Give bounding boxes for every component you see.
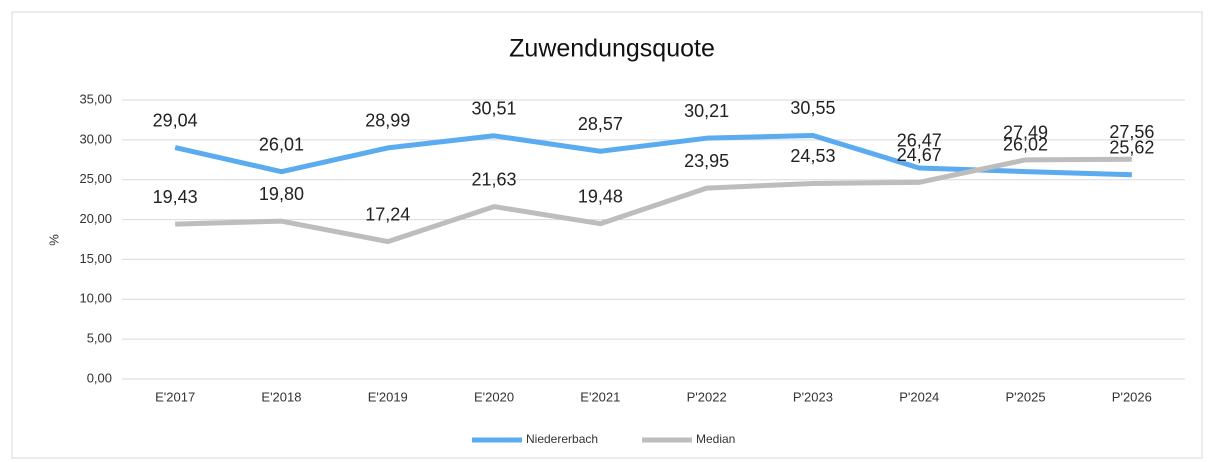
- x-tick-label: P'2024: [899, 389, 939, 404]
- data-label: 26,02: [1003, 134, 1048, 154]
- y-tick-label: 10,00: [79, 291, 112, 306]
- legend-label: Niedererbach: [526, 432, 598, 446]
- data-label: 27,49: [1003, 123, 1048, 143]
- data-label: 21,63: [472, 169, 517, 189]
- data-label: 25,62: [1109, 138, 1154, 158]
- data-label: 29,04: [153, 110, 198, 130]
- y-tick-label: 35,00: [79, 91, 112, 106]
- data-label: 17,24: [365, 204, 410, 224]
- y-tick-label: 15,00: [79, 251, 112, 266]
- data-label: 24,53: [790, 146, 835, 166]
- data-label: 19,43: [153, 187, 198, 207]
- x-tick-label: E'2020: [474, 389, 514, 404]
- y-tick-label: 0,00: [87, 370, 112, 385]
- data-label: 30,51: [472, 99, 517, 119]
- data-label: 19,80: [259, 184, 304, 204]
- data-label: 28,57: [578, 114, 623, 134]
- legend-label: Median: [696, 432, 735, 446]
- x-tick-label: E'2019: [368, 389, 408, 404]
- x-tick-label: P'2026: [1112, 389, 1152, 404]
- data-label: 27,56: [1109, 122, 1154, 142]
- x-tick-label: E'2021: [580, 389, 620, 404]
- y-tick-label: 30,00: [79, 131, 112, 146]
- data-label: 30,55: [790, 98, 835, 118]
- line-series: [175, 156, 1132, 245]
- y-tick-label: 25,00: [79, 171, 112, 186]
- data-label: 28,99: [365, 111, 410, 131]
- data-label: 26,47: [897, 131, 942, 151]
- x-tick-label: E'2017: [155, 389, 195, 404]
- y-tick-label: 5,00: [87, 331, 112, 346]
- data-label: 26,01: [259, 134, 304, 154]
- x-tick-label: P'2022: [687, 389, 727, 404]
- data-label: 23,95: [684, 151, 729, 171]
- data-label: 19,48: [578, 186, 623, 206]
- chart-title: Zuwendungsquote: [509, 35, 715, 63]
- data-label: 24,67: [897, 145, 942, 165]
- x-tick-label: P'2023: [793, 389, 833, 404]
- y-tick-label: 20,00: [79, 211, 112, 226]
- data-label: 30,21: [684, 101, 729, 121]
- chart-border: [11, 11, 1203, 459]
- x-tick-label: E'2018: [261, 389, 301, 404]
- y-axis-label: %: [46, 234, 61, 246]
- x-tick-label: P'2025: [1006, 389, 1046, 404]
